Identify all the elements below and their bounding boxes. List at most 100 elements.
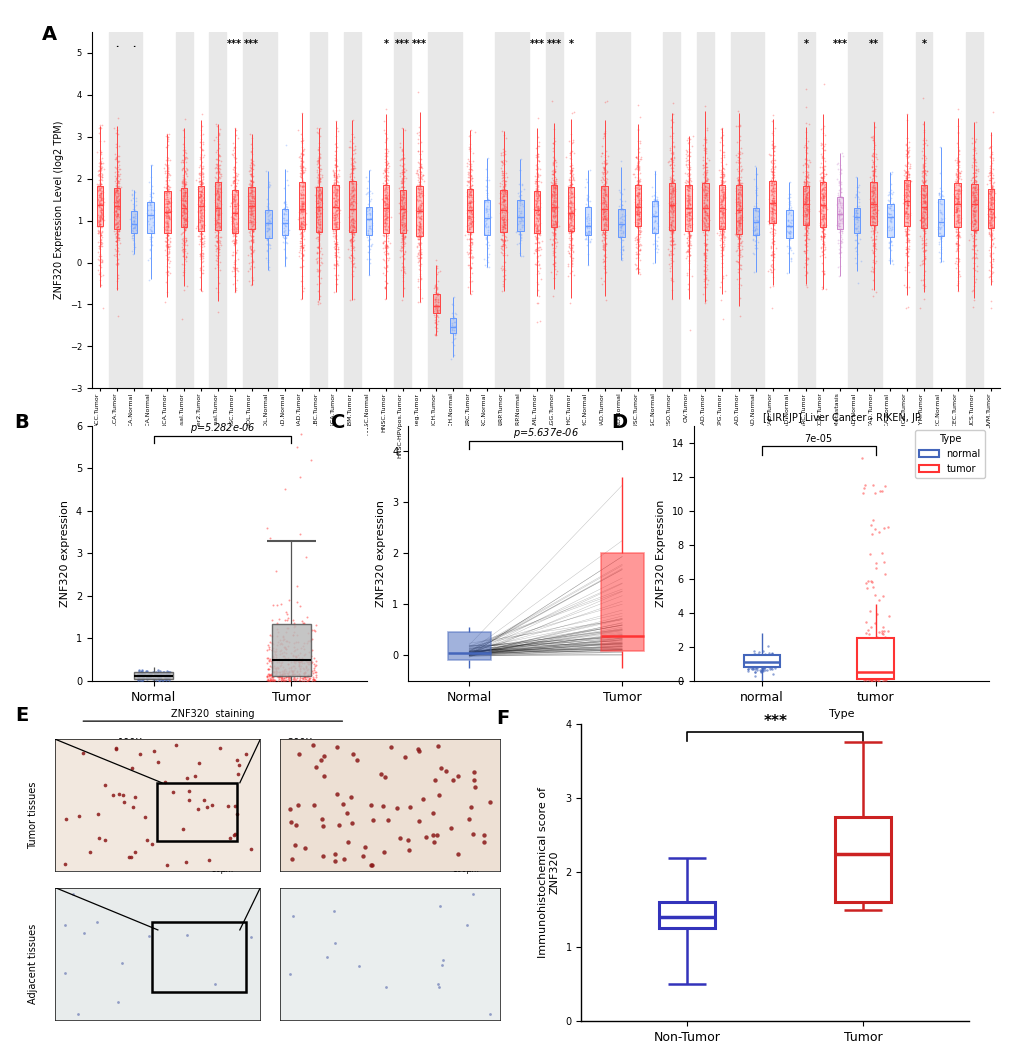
- Point: [394, 154, 411, 171]
- Point: [290, 209, 307, 226]
- Point: [176, 170, 193, 187]
- Point: [478, 184, 494, 201]
- Point: [816, 135, 833, 152]
- Point: [964, 267, 980, 284]
- Point: [273, 663, 289, 680]
- Point: [210, 183, 226, 200]
- Point: [880, 210, 897, 227]
- Point: [662, 236, 679, 253]
- Point: [900, 183, 916, 200]
- Point: [631, 252, 647, 269]
- Point: [110, 190, 126, 207]
- Point: [296, 666, 312, 683]
- Point: [194, 210, 210, 227]
- Point: [681, 232, 697, 249]
- Point: [292, 215, 309, 232]
- Point: [950, 164, 966, 181]
- Point: [964, 185, 980, 202]
- Point: [225, 172, 242, 189]
- Point: [278, 163, 294, 180]
- Point: [855, 656, 871, 674]
- Point: [226, 210, 243, 227]
- Point: [747, 652, 763, 669]
- Point: [392, 214, 409, 231]
- Point: [344, 161, 361, 178]
- Point: [267, 646, 283, 663]
- Point: [93, 203, 109, 220]
- Point: [879, 650, 896, 667]
- Point: [899, 186, 915, 203]
- Point: [158, 171, 174, 188]
- Point: [868, 629, 884, 646]
- Point: [914, 168, 930, 185]
- Point: [898, 222, 914, 239]
- Point: [797, 143, 813, 160]
- Point: [327, 202, 343, 219]
- Point: [730, 218, 746, 235]
- Point: [530, 230, 546, 247]
- Point: [377, 211, 393, 228]
- Point: [123, 217, 140, 234]
- Point: [294, 660, 311, 677]
- Point: [309, 223, 325, 240]
- Point: [679, 164, 695, 181]
- Point: [863, 664, 879, 681]
- Point: [346, 220, 363, 237]
- Point: [661, 218, 678, 235]
- Point: [226, 231, 243, 248]
- Point: [982, 259, 999, 276]
- Point: [297, 664, 313, 681]
- Point: [296, 236, 312, 253]
- Point: [362, 219, 378, 236]
- Point: [613, 217, 630, 234]
- Point: [663, 233, 680, 250]
- Point: [662, 232, 679, 249]
- Point: [797, 214, 813, 231]
- Point: [480, 218, 496, 235]
- Point: [966, 245, 982, 262]
- Point: [293, 193, 310, 210]
- Point: [228, 281, 245, 298]
- Point: [108, 205, 124, 222]
- Point: [798, 114, 814, 131]
- Point: [872, 653, 889, 670]
- Point: [714, 136, 731, 153]
- Point: [661, 260, 678, 277]
- Point: [464, 236, 480, 253]
- Point: [949, 163, 965, 180]
- Point: [663, 281, 680, 298]
- Point: [743, 649, 759, 666]
- Point: [646, 196, 662, 213]
- Point: [496, 264, 513, 281]
- Point: [900, 177, 916, 194]
- Point: [757, 649, 773, 666]
- Point: [159, 235, 175, 252]
- Point: [174, 202, 191, 219]
- Point: [343, 211, 360, 228]
- Point: [763, 163, 780, 180]
- Point: [645, 214, 661, 231]
- Point: [865, 214, 881, 231]
- Point: [175, 147, 192, 164]
- Point: [697, 269, 713, 286]
- Point: [729, 177, 745, 194]
- Point: [330, 200, 346, 217]
- Point: [278, 612, 294, 629]
- Point: [862, 218, 878, 235]
- Point: [160, 181, 176, 198]
- Point: [159, 207, 175, 225]
- Point: [393, 247, 410, 264]
- Point: [595, 210, 611, 227]
- Point: [227, 222, 244, 239]
- Point: [242, 220, 258, 237]
- Point: [158, 168, 174, 185]
- Point: [279, 177, 296, 194]
- Point: [764, 197, 781, 214]
- Point: [964, 236, 980, 253]
- Point: [126, 197, 143, 214]
- Point: [527, 172, 543, 189]
- Point: [193, 209, 209, 226]
- Point: [714, 188, 731, 205]
- Point: [293, 230, 310, 247]
- Point: [863, 281, 879, 298]
